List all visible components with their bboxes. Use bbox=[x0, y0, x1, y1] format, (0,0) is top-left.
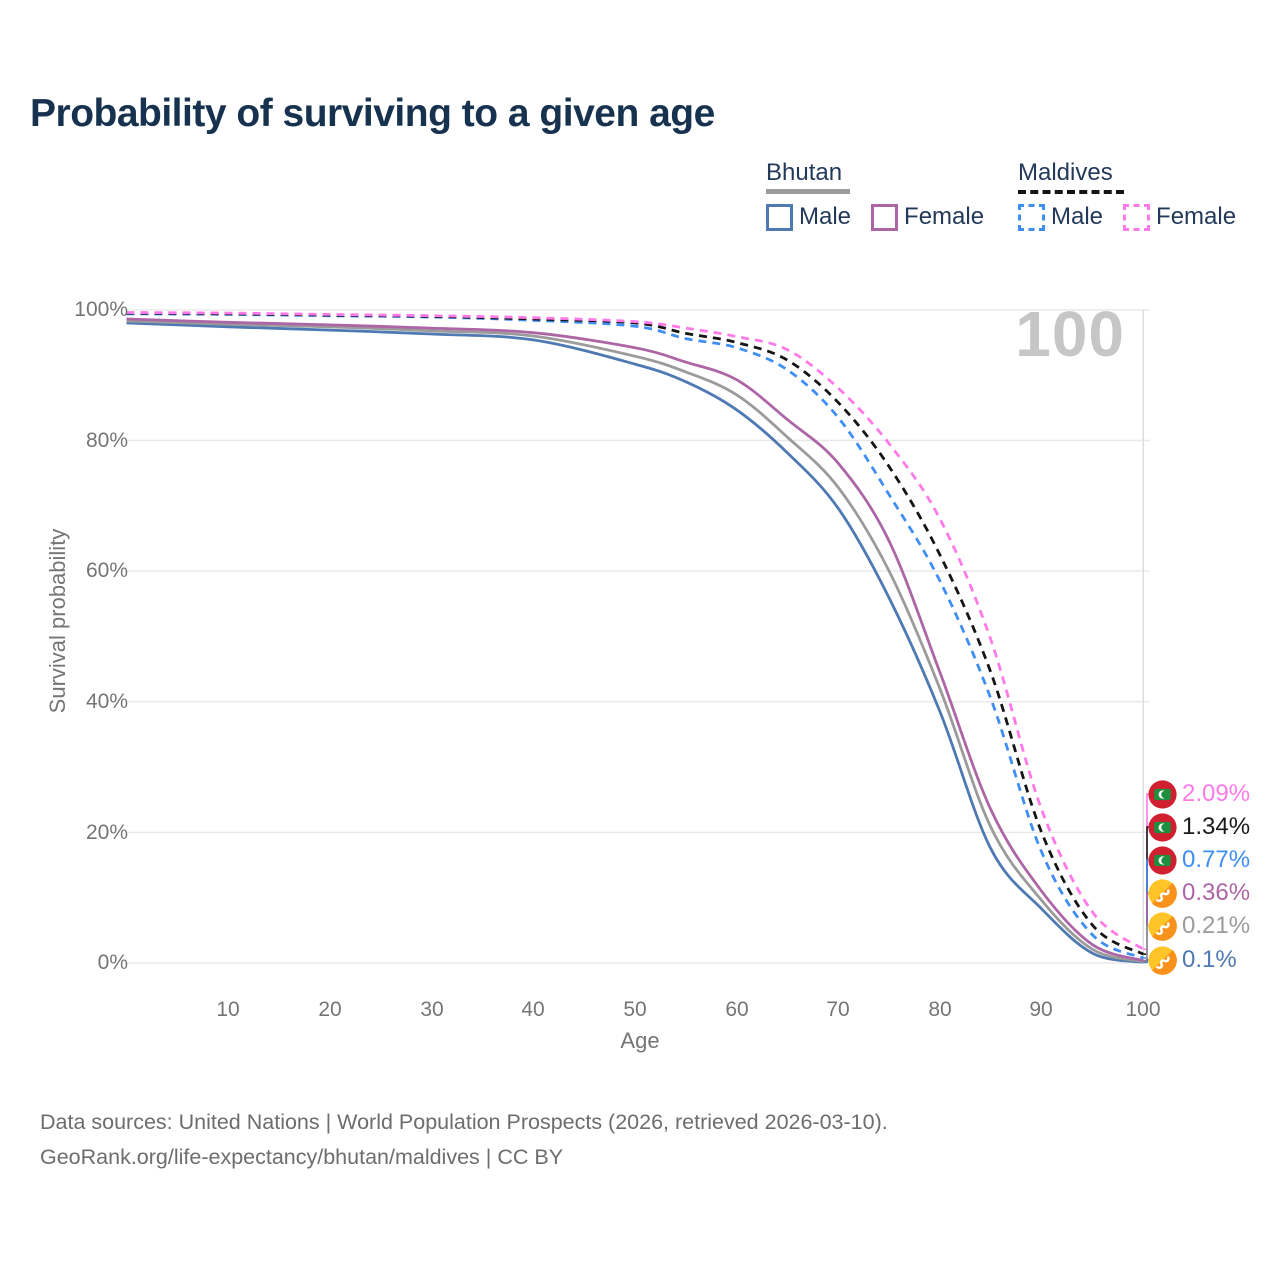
legend-maldives-line-sample bbox=[1018, 190, 1124, 194]
series-line-bhutan-female[interactable] bbox=[126, 317, 1144, 962]
legend-item-label: Male bbox=[799, 203, 852, 230]
end-label-maldives-both: 1.34% bbox=[1148, 811, 1250, 843]
end-label-maldives-female: 2.09% bbox=[1148, 778, 1250, 810]
end-label-maldives-male: 0.77% bbox=[1148, 844, 1250, 876]
legend-group-bhutan: Bhutan Male Female bbox=[766, 160, 1004, 231]
y-tick: 100% bbox=[74, 298, 128, 321]
legend-group-maldives: Maldives Male Female bbox=[1018, 160, 1256, 231]
x-tick: 30 bbox=[420, 998, 444, 1021]
x-tick: 80 bbox=[928, 998, 952, 1021]
bhutan-male-swatch-icon bbox=[766, 203, 793, 231]
end-label-bhutan-both: 0.21% bbox=[1148, 910, 1250, 942]
y-tick: 80% bbox=[85, 429, 128, 452]
legend-bhutan-line-sample bbox=[766, 189, 850, 194]
x-tick: 90 bbox=[1029, 998, 1053, 1021]
legend-bhutan-title: Bhutan bbox=[766, 159, 843, 186]
maldives-flag-icon bbox=[1148, 780, 1177, 809]
legend-maldives-title: Maldives bbox=[1018, 159, 1113, 186]
bhutan-flag-icon bbox=[1148, 912, 1177, 941]
legend-item-maldives-female[interactable]: Female bbox=[1123, 203, 1236, 231]
legend-item-bhutan-male[interactable]: Male bbox=[766, 203, 851, 231]
data-sources-text: Data sources: United Nations | World Pop… bbox=[40, 1110, 888, 1134]
legend-item-label: Female bbox=[904, 203, 985, 230]
hover-age-watermark: 100 bbox=[1015, 298, 1125, 370]
end-label-value: 0.77% bbox=[1182, 846, 1251, 873]
y-tick: 20% bbox=[85, 821, 128, 844]
series-line-maldives-male[interactable] bbox=[126, 312, 1144, 960]
end-label-value: 1.34% bbox=[1182, 813, 1251, 840]
legend-item-label: Female bbox=[1156, 203, 1237, 230]
maldives-male-swatch-icon bbox=[1018, 203, 1045, 231]
series-line-maldives-female[interactable] bbox=[126, 311, 1145, 951]
x-tick: 60 bbox=[725, 998, 749, 1021]
maldives-flag-icon bbox=[1148, 813, 1177, 842]
x-tick: 50 bbox=[623, 998, 647, 1021]
end-label-bhutan-female: 0.36% bbox=[1148, 877, 1250, 909]
end-label-value: 0.36% bbox=[1182, 879, 1251, 906]
legend-item-label: Male bbox=[1051, 203, 1104, 230]
legend-item-bhutan-female[interactable]: Female bbox=[871, 203, 984, 231]
legend-item-maldives-male[interactable]: Male bbox=[1018, 203, 1103, 231]
end-label-value: 0.1% bbox=[1182, 946, 1237, 973]
x-axis-title: Age bbox=[620, 1028, 660, 1053]
y-tick: 40% bbox=[85, 690, 128, 713]
x-tick: 10 bbox=[216, 998, 240, 1021]
bhutan-flag-icon bbox=[1148, 879, 1177, 908]
series-line-bhutan-both-sexes[interactable] bbox=[126, 319, 1144, 963]
bhutan-flag-icon bbox=[1148, 946, 1177, 975]
x-tick: 100 bbox=[1125, 998, 1161, 1021]
bhutan-female-swatch-icon bbox=[871, 203, 899, 231]
end-label-value: 2.09% bbox=[1182, 780, 1251, 807]
y-tick: 60% bbox=[85, 559, 128, 582]
end-label-value: 0.21% bbox=[1182, 912, 1251, 939]
x-tick: 20 bbox=[318, 998, 342, 1021]
page-title: Probability of surviving to a given age bbox=[30, 92, 715, 135]
attribution-text: GeoRank.org/life-expectancy/bhutan/maldi… bbox=[40, 1145, 564, 1169]
end-label-bhutan-male: 0.1% bbox=[1148, 944, 1237, 976]
series-line-bhutan-male[interactable] bbox=[126, 321, 1144, 964]
series-line-maldives-both-sexes[interactable] bbox=[126, 311, 1144, 956]
x-tick: 70 bbox=[826, 998, 850, 1021]
y-tick: 0% bbox=[97, 951, 128, 974]
y-axis-title: Survival probability bbox=[45, 528, 70, 714]
maldives-female-swatch-icon bbox=[1123, 203, 1151, 231]
x-tick: 40 bbox=[521, 998, 545, 1021]
maldives-flag-icon bbox=[1148, 846, 1177, 875]
